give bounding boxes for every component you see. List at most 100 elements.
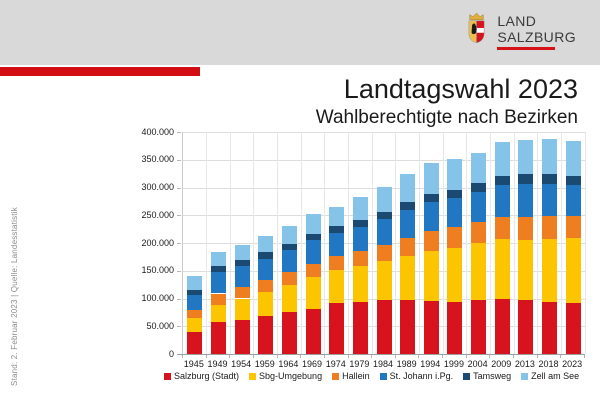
logo-line2: SALZBURG — [497, 28, 576, 45]
legend-item: Zell am See — [521, 371, 579, 381]
bar-segment — [518, 174, 534, 185]
bar-segment — [281, 284, 297, 312]
bar-segment — [329, 207, 345, 227]
header-band — [0, 0, 600, 65]
x-axis-tick — [418, 355, 420, 358]
y-axis-tick — [177, 215, 181, 217]
bar-segment — [471, 243, 487, 301]
x-axis-tick — [371, 355, 373, 358]
gridline-vertical — [560, 132, 562, 354]
y-tick-label: 50.000 — [146, 320, 174, 331]
bar-segment — [518, 300, 534, 354]
bar-segment — [423, 201, 439, 232]
bar-segment — [234, 266, 250, 287]
x-axis-tick — [465, 355, 467, 358]
gridline-vertical — [395, 132, 397, 354]
gridline-vertical — [324, 132, 326, 354]
x-tick-label: 2009 — [491, 359, 512, 369]
bar-segment — [329, 270, 345, 303]
bar-segment — [565, 215, 581, 238]
bar-segment — [210, 272, 226, 294]
bar-segment — [187, 295, 203, 310]
gridline-vertical — [513, 132, 515, 354]
x-tick-label: 1954 — [231, 359, 252, 369]
bar-segment — [565, 303, 581, 354]
bar-segment — [187, 309, 203, 318]
legend-swatch — [332, 372, 340, 380]
bar-segment — [258, 252, 274, 259]
bar-segment — [258, 235, 274, 253]
y-axis-tick — [177, 270, 181, 272]
bar-segment — [281, 271, 297, 285]
bar-segment — [376, 244, 392, 261]
gridline-vertical — [253, 132, 255, 354]
bar-segment — [400, 238, 416, 257]
bar-segment — [210, 251, 226, 267]
legend-label: Sbg-Umgebung — [259, 371, 323, 381]
legend-item: Hallein — [332, 371, 370, 381]
x-axis-tick — [394, 355, 396, 358]
bar-segment — [258, 316, 274, 354]
bar-segment — [329, 226, 345, 233]
bar-segment — [258, 279, 274, 292]
bar-segment — [471, 221, 487, 243]
gridline — [183, 132, 585, 133]
legend-swatch — [463, 372, 471, 380]
y-axis-tick — [177, 159, 181, 161]
bar-segment — [494, 238, 510, 300]
x-axis-tick — [276, 355, 278, 358]
x-tick-label: 2018 — [538, 359, 559, 369]
y-tick-label: 100.000 — [141, 293, 174, 303]
bar-segment — [305, 214, 321, 235]
x-axis-line — [178, 354, 585, 355]
bar-segment — [305, 277, 321, 310]
gridline-vertical — [206, 132, 208, 354]
y-tick-label: 0 — [168, 348, 174, 359]
bar-segment — [494, 216, 510, 239]
x-tick-label: 1945 — [183, 359, 204, 369]
coat-white-fess — [477, 27, 485, 33]
y-tick-label: 250.000 — [141, 209, 174, 220]
bar-segment — [376, 211, 392, 220]
chart-legend: Salzburg (Stadt) Sbg-Umgebung Hallein St. J… — [164, 371, 584, 381]
bar-segment — [471, 183, 487, 192]
bar-segment — [376, 260, 392, 301]
x-axis-tick — [442, 355, 444, 358]
bar-segment — [352, 251, 368, 267]
bar-segment — [565, 185, 581, 216]
gridline — [183, 159, 585, 161]
legend-label: Tamsweg — [473, 371, 512, 381]
bar-segment — [423, 163, 439, 194]
bar-segment — [281, 244, 297, 251]
bar-segment — [494, 299, 510, 354]
bar-segment — [305, 234, 321, 241]
bar-segment — [352, 266, 368, 302]
bar-segment — [210, 304, 226, 323]
x-tick-label: 1984 — [372, 359, 394, 369]
bar-segment — [447, 159, 463, 190]
legend-item: Sbg-Umgebung — [249, 371, 322, 381]
legend-item: Tamsweg — [463, 371, 511, 381]
x-tick-label: 2013 — [514, 359, 535, 369]
bar-segment — [542, 184, 558, 216]
x-tick-label: 1994 — [420, 359, 441, 369]
legend-swatch — [379, 372, 387, 380]
bar-segment — [542, 174, 558, 185]
bar-segment — [187, 289, 203, 296]
x-axis-tick — [347, 355, 349, 358]
bar-segment — [542, 238, 558, 302]
bar-segment — [234, 298, 250, 321]
x-axis-tick — [182, 355, 183, 358]
x-axis-tick — [584, 355, 585, 358]
bar-segment — [518, 240, 534, 301]
bar-segment — [258, 258, 274, 280]
logo-text: LAND SALZBURG — [497, 11, 576, 51]
bar-segment — [210, 322, 226, 354]
bar-segment — [494, 141, 510, 177]
bar-segment — [352, 301, 368, 354]
red-accent-bar — [0, 67, 200, 76]
source-note: Stand: 2. Februar 2023 | Quelle: Landess… — [10, 207, 19, 386]
legend-label: Zell am See — [531, 371, 580, 381]
legend-item: St. Johann i.Pg. — [379, 371, 453, 381]
